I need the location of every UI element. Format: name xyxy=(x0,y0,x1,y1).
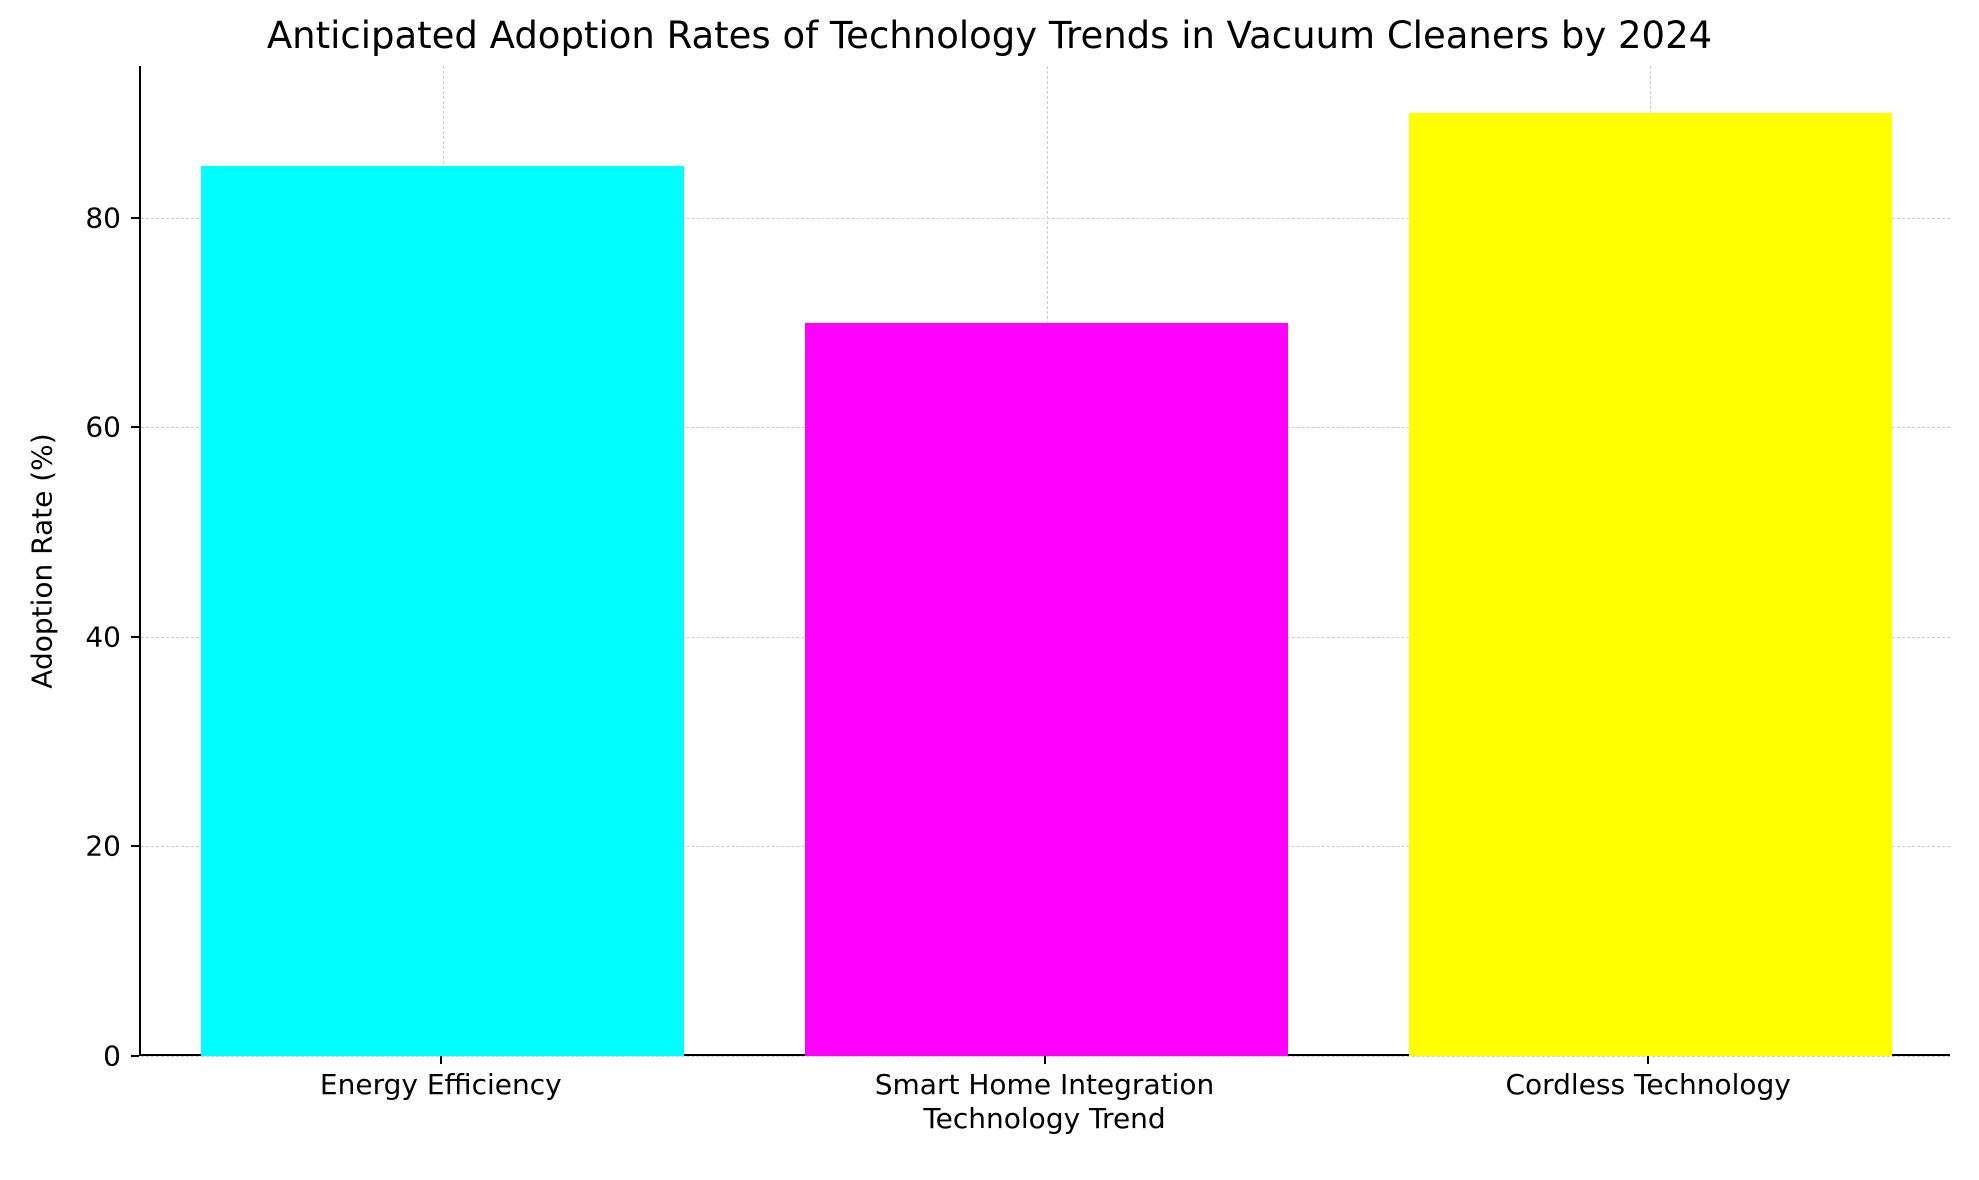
bar xyxy=(1409,113,1892,1056)
y-axis-label: Adoption Rate (%) xyxy=(26,433,59,688)
y-tick-label: 40 xyxy=(0,620,121,653)
x-tick-label: Cordless Technology xyxy=(1505,1068,1790,1101)
x-tick-mark xyxy=(440,1056,442,1064)
plot-area xyxy=(139,66,1950,1056)
y-tick-label: 80 xyxy=(0,201,121,234)
bar xyxy=(201,166,684,1056)
chart-title: Anticipated Adoption Rates of Technology… xyxy=(0,14,1979,57)
y-tick-label: 60 xyxy=(0,411,121,444)
chart-container: Anticipated Adoption Rates of Technology… xyxy=(0,0,1979,1180)
x-axis-label: Technology Trend xyxy=(923,1102,1165,1135)
x-tick-mark xyxy=(1044,1056,1046,1064)
y-tick-mark xyxy=(131,1055,139,1057)
x-tick-mark xyxy=(1647,1056,1649,1064)
y-tick-label: 20 xyxy=(0,830,121,863)
y-tick-mark xyxy=(131,845,139,847)
bar xyxy=(805,323,1288,1056)
grid-line-horizontal xyxy=(141,1056,1950,1057)
y-tick-mark xyxy=(131,636,139,638)
x-tick-label: Energy Efficiency xyxy=(320,1068,562,1101)
x-tick-label: Smart Home Integration xyxy=(875,1068,1214,1101)
y-tick-label: 0 xyxy=(0,1040,121,1073)
y-tick-mark xyxy=(131,217,139,219)
y-tick-mark xyxy=(131,426,139,428)
